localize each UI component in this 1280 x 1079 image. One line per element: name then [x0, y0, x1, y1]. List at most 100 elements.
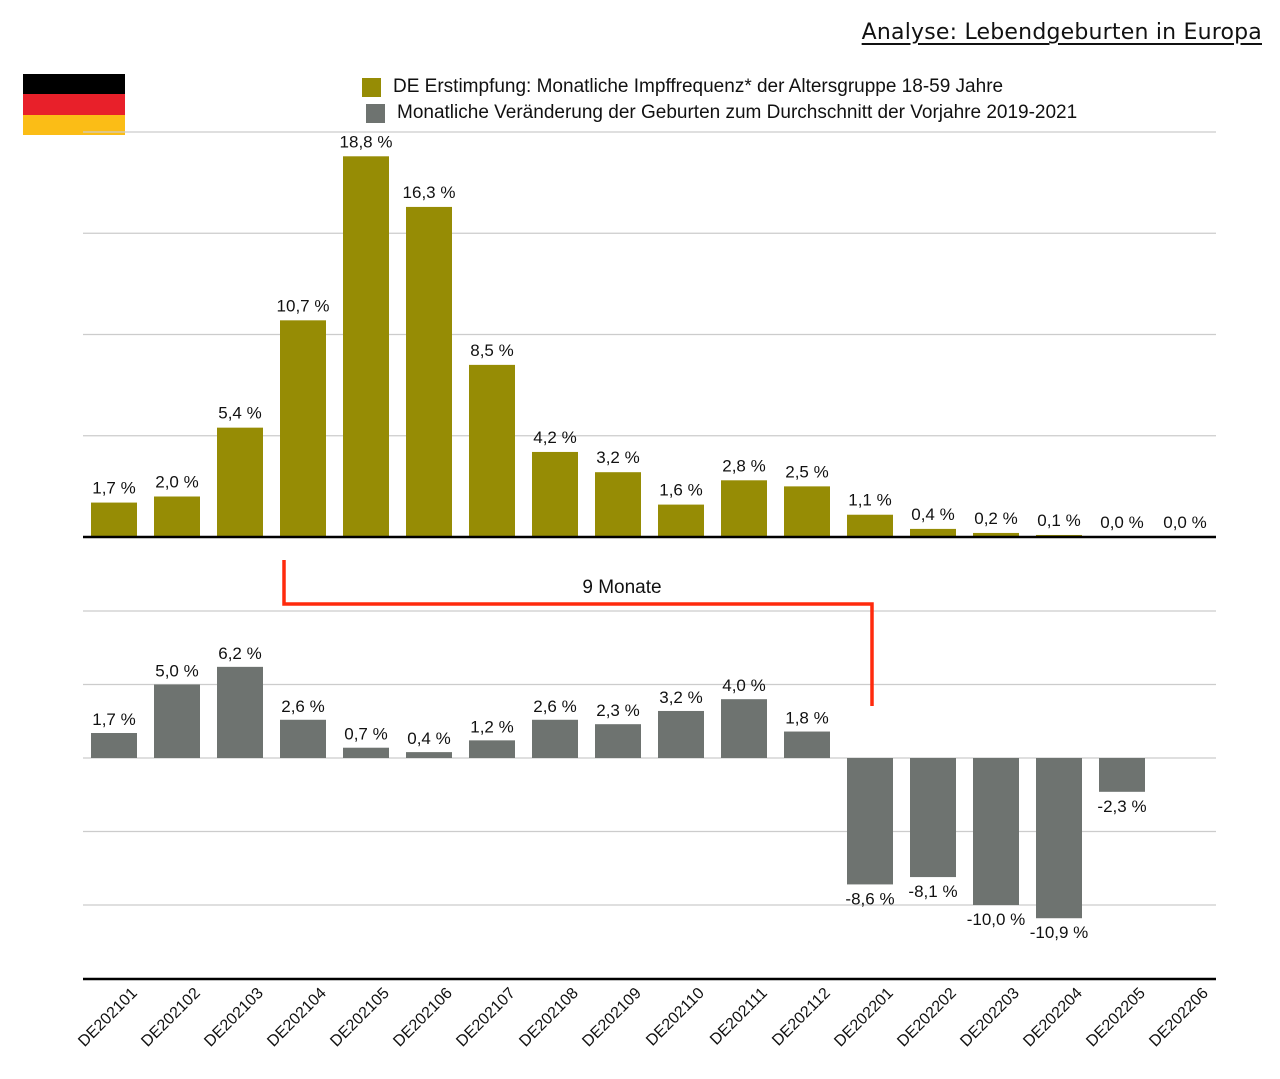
legend-label-vaccination: DE Erstimpfung: Monatliche Impffrequenz*…	[393, 76, 1004, 97]
vaccination-bar	[217, 427, 263, 537]
births-bar-label: 3,2 %	[659, 688, 702, 707]
births-bar-label: 5,0 %	[155, 662, 198, 681]
births-bar	[847, 758, 893, 885]
births-bar	[469, 740, 515, 758]
vaccination-bar-label: 0,0 %	[1163, 513, 1206, 532]
legend-item-births: Monatliche Veränderung der Geburten zum …	[366, 100, 1077, 126]
annotation: 9 Monate	[282, 560, 874, 706]
flag-stripe-red	[23, 94, 125, 115]
vaccination-bar	[469, 364, 515, 537]
births-bar	[217, 666, 263, 758]
vaccination-bar	[343, 156, 389, 538]
vaccination-bar-label: 0,0 %	[1100, 513, 1143, 532]
x-tick-label: DE202106	[390, 985, 456, 1051]
vaccination-bar	[280, 320, 326, 537]
vaccination-bar	[154, 496, 200, 537]
x-tick-label: DE202104	[264, 985, 330, 1051]
gridlines	[83, 131, 1216, 906]
births-bar-label: 4,0 %	[722, 676, 765, 695]
births-bar	[154, 684, 200, 758]
annotation-bracket	[282, 560, 874, 706]
bars	[91, 156, 1145, 919]
births-bar	[910, 758, 956, 878]
vaccination-bar	[91, 502, 137, 537]
vaccination-bar	[532, 451, 578, 537]
births-bar	[595, 724, 641, 758]
births-bar-label: -2,3 %	[1097, 797, 1146, 816]
x-tick-label: DE202110	[643, 985, 708, 1050]
births-bar	[91, 733, 137, 758]
vaccination-bar	[721, 480, 767, 537]
vaccination-bar-label: 1,6 %	[659, 481, 702, 500]
births-bar-label: -10,9 %	[1030, 923, 1089, 942]
births-bar-label: -10,0 %	[967, 910, 1026, 929]
vaccination-bar-label: 0,4 %	[911, 505, 954, 524]
vaccination-bar-label: 5,4 %	[218, 404, 261, 423]
births-bar-label: -8,6 %	[845, 889, 894, 908]
births-bar	[784, 731, 830, 758]
births-bar-label: 6,2 %	[218, 644, 261, 663]
vaccination-bar-label: 18,8 %	[340, 132, 393, 151]
births-bar	[406, 752, 452, 758]
flag-stripe-black	[23, 74, 125, 95]
births-bar-label: 0,7 %	[344, 725, 387, 744]
births-bar-label: 1,8 %	[785, 709, 828, 728]
x-tick-label: DE202203	[957, 985, 1023, 1051]
vaccination-bar	[658, 504, 704, 537]
vaccination-bar	[784, 486, 830, 537]
vaccination-bar-label: 2,8 %	[722, 456, 765, 475]
births-bar	[1036, 758, 1082, 919]
births-bar-label: 0,4 %	[407, 729, 450, 748]
vaccination-bar	[973, 532, 1019, 537]
legend-swatch-vaccination	[362, 77, 381, 97]
x-tick-label: DE202112	[769, 985, 834, 1050]
x-tick-label: DE202108	[516, 985, 582, 1051]
x-tick-label: DE202111	[707, 985, 771, 1049]
births-bar	[343, 747, 389, 758]
births-bar-label: 1,7 %	[92, 710, 135, 729]
vaccination-bar-label: 2,0 %	[155, 473, 198, 492]
x-tick-label: DE202205	[1083, 985, 1149, 1051]
legend-item-vaccination: DE Erstimpfung: Monatliche Impffrequenz*…	[362, 74, 1077, 100]
vaccination-bar-label: 1,7 %	[92, 479, 135, 498]
vaccination-bar-label: 0,1 %	[1037, 511, 1080, 530]
births-bar-label: 2,6 %	[533, 697, 576, 716]
vaccination-bar	[910, 528, 956, 537]
births-bar	[658, 710, 704, 758]
vaccination-bar	[406, 206, 452, 538]
legend-label-births: Monatliche Veränderung der Geburten zum …	[397, 102, 1078, 123]
vaccination-bar-label: 10,7 %	[277, 296, 330, 315]
vaccination-bar-label: 3,2 %	[596, 448, 639, 467]
births-bar	[721, 699, 767, 758]
page-title: Analyse: Lebendgeburten in Europa	[861, 20, 1262, 45]
births-bar-label: -8,1 %	[908, 882, 957, 901]
vaccination-bar-label: 2,5 %	[785, 462, 828, 481]
vaccination-bar	[595, 472, 641, 537]
x-tick-label: DE202102	[138, 985, 204, 1051]
legend-swatch-births	[366, 103, 385, 123]
births-bar-label: 2,3 %	[596, 701, 639, 720]
x-tick-label: DE202204	[1020, 985, 1086, 1051]
x-tick-label: DE202107	[453, 985, 519, 1051]
x-tick-label: DE202101	[75, 985, 141, 1051]
vaccination-bar-label: 1,1 %	[848, 491, 891, 510]
chart-legend: DE Erstimpfung: Monatliche Impffrequenz*…	[362, 74, 1077, 126]
births-bar-label: 2,6 %	[281, 697, 324, 716]
annotation-label: 9 Monate	[582, 577, 661, 598]
vaccination-bar	[847, 514, 893, 537]
births-bar	[280, 719, 326, 758]
x-tick-label: DE202109	[579, 985, 645, 1051]
x-tick-label: DE202105	[327, 985, 393, 1051]
x-tick-label: DE202201	[831, 985, 897, 1051]
vaccination-bar-label: 0,2 %	[974, 509, 1017, 528]
x-tick-label: DE202103	[201, 985, 267, 1051]
flag-stripe-gold	[23, 114, 125, 135]
births-bar-label: 1,2 %	[470, 717, 513, 736]
births-bar	[1099, 758, 1145, 792]
germany-flag	[23, 74, 125, 135]
vaccination-bar-label: 16,3 %	[403, 183, 456, 202]
data-labels: 1,7 % 2,0 % 5,4 % 10,7 % 18,8 % 16,3 % 8,5 % 4,…	[92, 132, 1206, 942]
x-tick-labels: DE202101DE202102DE202103DE202104DE202105…	[75, 985, 1212, 1051]
x-tick-label: DE202202	[894, 985, 960, 1051]
